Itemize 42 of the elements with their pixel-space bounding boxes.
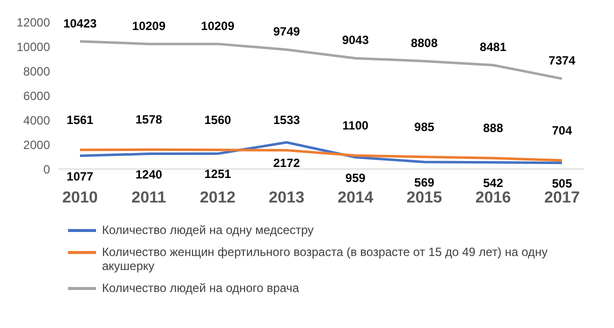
x-tick-label: 2014 <box>338 189 374 206</box>
data-label: 888 <box>483 121 504 136</box>
data-label: 9749 <box>273 24 300 39</box>
data-label: 2172 <box>273 156 300 170</box>
data-label: 1533 <box>273 113 300 128</box>
y-tick-label: 0 <box>43 162 50 176</box>
data-label: 569 <box>414 176 435 190</box>
data-label: 8808 <box>410 36 438 50</box>
data-label: 704 <box>552 123 572 138</box>
data-label: 1560 <box>204 112 232 127</box>
legend-label: Количество женщин фертильного возраста (в возрасте от 15 до 49 лет) на одну акушерку <box>102 245 549 273</box>
data-label: 1240 <box>136 167 163 182</box>
data-label: 1100 <box>342 118 369 133</box>
data-label: 7374 <box>548 54 576 68</box>
x-tick-label: 2016 <box>475 189 512 206</box>
x-tick-label: 2013 <box>268 189 304 206</box>
data-label: 959 <box>345 170 366 185</box>
data-label: 8481 <box>480 40 507 54</box>
data-label: 985 <box>414 120 435 134</box>
x-tick-label: 2010 <box>62 189 98 206</box>
data-label: 1251 <box>204 167 232 182</box>
y-tick-label: 6000 <box>23 88 50 103</box>
data-label: 10209 <box>132 18 166 33</box>
y-tick-label: 8000 <box>23 64 50 78</box>
legend-label: Количество людей на одну медсестру <box>102 223 314 237</box>
x-tick-label: 2015 <box>406 189 442 206</box>
y-tick-label: 12000 <box>16 15 50 30</box>
legend-label: Количество людей на одного врача <box>102 281 300 295</box>
x-tick-label: 2011 <box>132 189 166 206</box>
data-label: 505 <box>552 176 572 190</box>
y-tick-label: 4000 <box>23 113 50 128</box>
data-label: 1578 <box>136 112 163 127</box>
x-tick-label: 2012 <box>200 189 236 206</box>
x-tick-label: 2017 <box>544 189 580 206</box>
data-label: 1561 <box>66 112 94 127</box>
y-tick-label: 2000 <box>23 138 50 152</box>
y-tick-label: 10000 <box>16 40 50 54</box>
data-label: 10209 <box>201 18 235 33</box>
data-label: 542 <box>483 176 504 190</box>
data-label: 10423 <box>63 16 98 30</box>
data-label: 1077 <box>66 169 94 184</box>
data-label: 9043 <box>342 33 370 48</box>
